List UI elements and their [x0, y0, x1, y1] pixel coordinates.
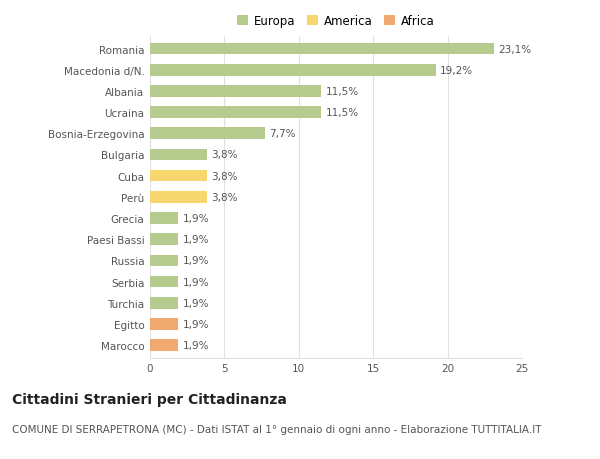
Text: 1,9%: 1,9% — [183, 235, 209, 245]
Text: 1,9%: 1,9% — [183, 256, 209, 266]
Bar — [150, 213, 178, 224]
Text: 11,5%: 11,5% — [326, 108, 359, 118]
Text: COMUNE DI SERRAPETRONA (MC) - Dati ISTAT al 1° gennaio di ogni anno - Elaborazio: COMUNE DI SERRAPETRONA (MC) - Dati ISTAT… — [12, 424, 542, 434]
Bar — [150, 234, 178, 246]
Text: 1,9%: 1,9% — [183, 298, 209, 308]
Text: 7,7%: 7,7% — [269, 129, 296, 139]
Text: 11,5%: 11,5% — [326, 87, 359, 97]
Bar — [150, 170, 206, 182]
Bar — [150, 276, 178, 288]
Text: 19,2%: 19,2% — [440, 66, 473, 76]
Text: 1,9%: 1,9% — [183, 213, 209, 224]
Bar — [150, 44, 494, 55]
Text: 1,9%: 1,9% — [183, 340, 209, 350]
Text: 23,1%: 23,1% — [498, 45, 532, 55]
Bar — [150, 65, 436, 76]
Bar — [150, 191, 206, 203]
Text: Cittadini Stranieri per Cittadinanza: Cittadini Stranieri per Cittadinanza — [12, 392, 287, 406]
Bar — [150, 149, 206, 161]
Text: 3,8%: 3,8% — [211, 171, 238, 181]
Text: 3,8%: 3,8% — [211, 150, 238, 160]
Text: 1,9%: 1,9% — [183, 277, 209, 287]
Bar — [150, 128, 265, 140]
Bar — [150, 297, 178, 309]
Text: 1,9%: 1,9% — [183, 319, 209, 329]
Bar — [150, 319, 178, 330]
Bar — [150, 340, 178, 351]
Legend: Europa, America, Africa: Europa, America, Africa — [233, 11, 439, 33]
Bar — [150, 107, 321, 118]
Bar — [150, 255, 178, 267]
Bar — [150, 86, 321, 97]
Text: 3,8%: 3,8% — [211, 192, 238, 202]
